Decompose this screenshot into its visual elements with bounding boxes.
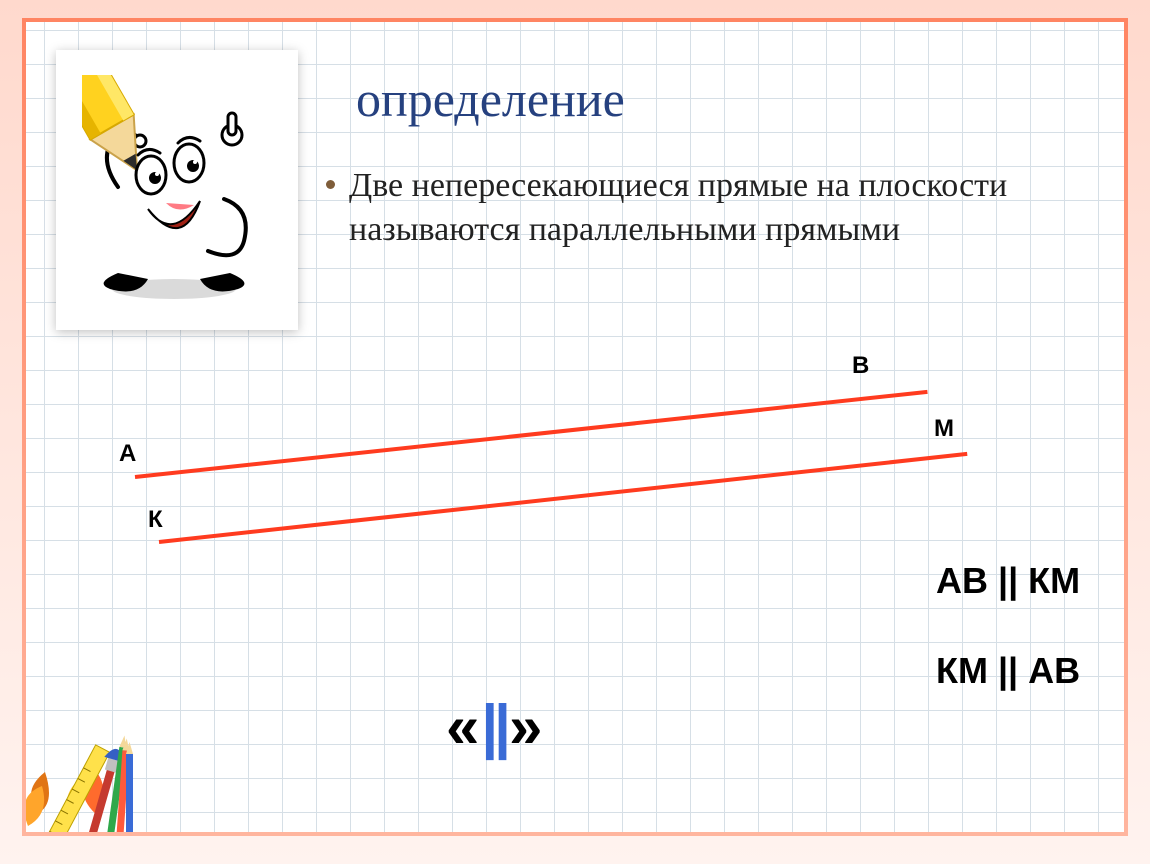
- outer-frame: определение Две непересекающиеся прямые …: [0, 0, 1150, 864]
- point-label-a: А: [119, 440, 136, 468]
- definition-block: Две непересекающиеся прямые на плоскости…: [326, 164, 1064, 251]
- parallel-symbol: « || »: [446, 692, 542, 761]
- definition-text: Две непересекающиеся прямые на плоскости…: [349, 164, 1064, 251]
- point-label-m: М: [934, 415, 954, 443]
- pencil-mascot-icon: [82, 75, 272, 305]
- symbol-close-quote: »: [509, 692, 542, 761]
- point-label-b: В: [852, 352, 869, 380]
- inner-frame: определение Две непересекающиеся прямые …: [22, 18, 1128, 836]
- notation-km-ab: КМ || АВ: [936, 650, 1080, 692]
- pencil-mascot-card: [56, 50, 298, 330]
- bullet-icon: [326, 180, 335, 189]
- symbol-bars: ||: [479, 692, 509, 761]
- point-label-k: К: [148, 506, 163, 534]
- notation-ab-km: АВ || КМ: [936, 560, 1080, 602]
- symbol-open-quote: «: [446, 692, 479, 761]
- corner-stationery-icon: [22, 692, 160, 836]
- slide-title: определение: [356, 70, 625, 128]
